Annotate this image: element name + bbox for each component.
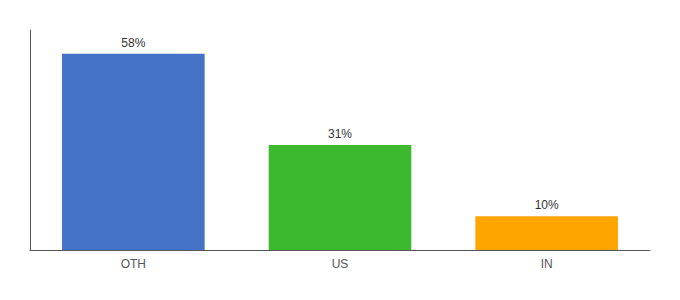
- svg-text:58%: 58%: [121, 36, 145, 50]
- svg-text:IN: IN: [541, 257, 553, 271]
- svg-text:10%: 10%: [535, 198, 559, 212]
- svg-text:31%: 31%: [328, 127, 352, 141]
- svg-text:US: US: [332, 257, 349, 271]
- svg-text:OTH: OTH: [121, 257, 146, 271]
